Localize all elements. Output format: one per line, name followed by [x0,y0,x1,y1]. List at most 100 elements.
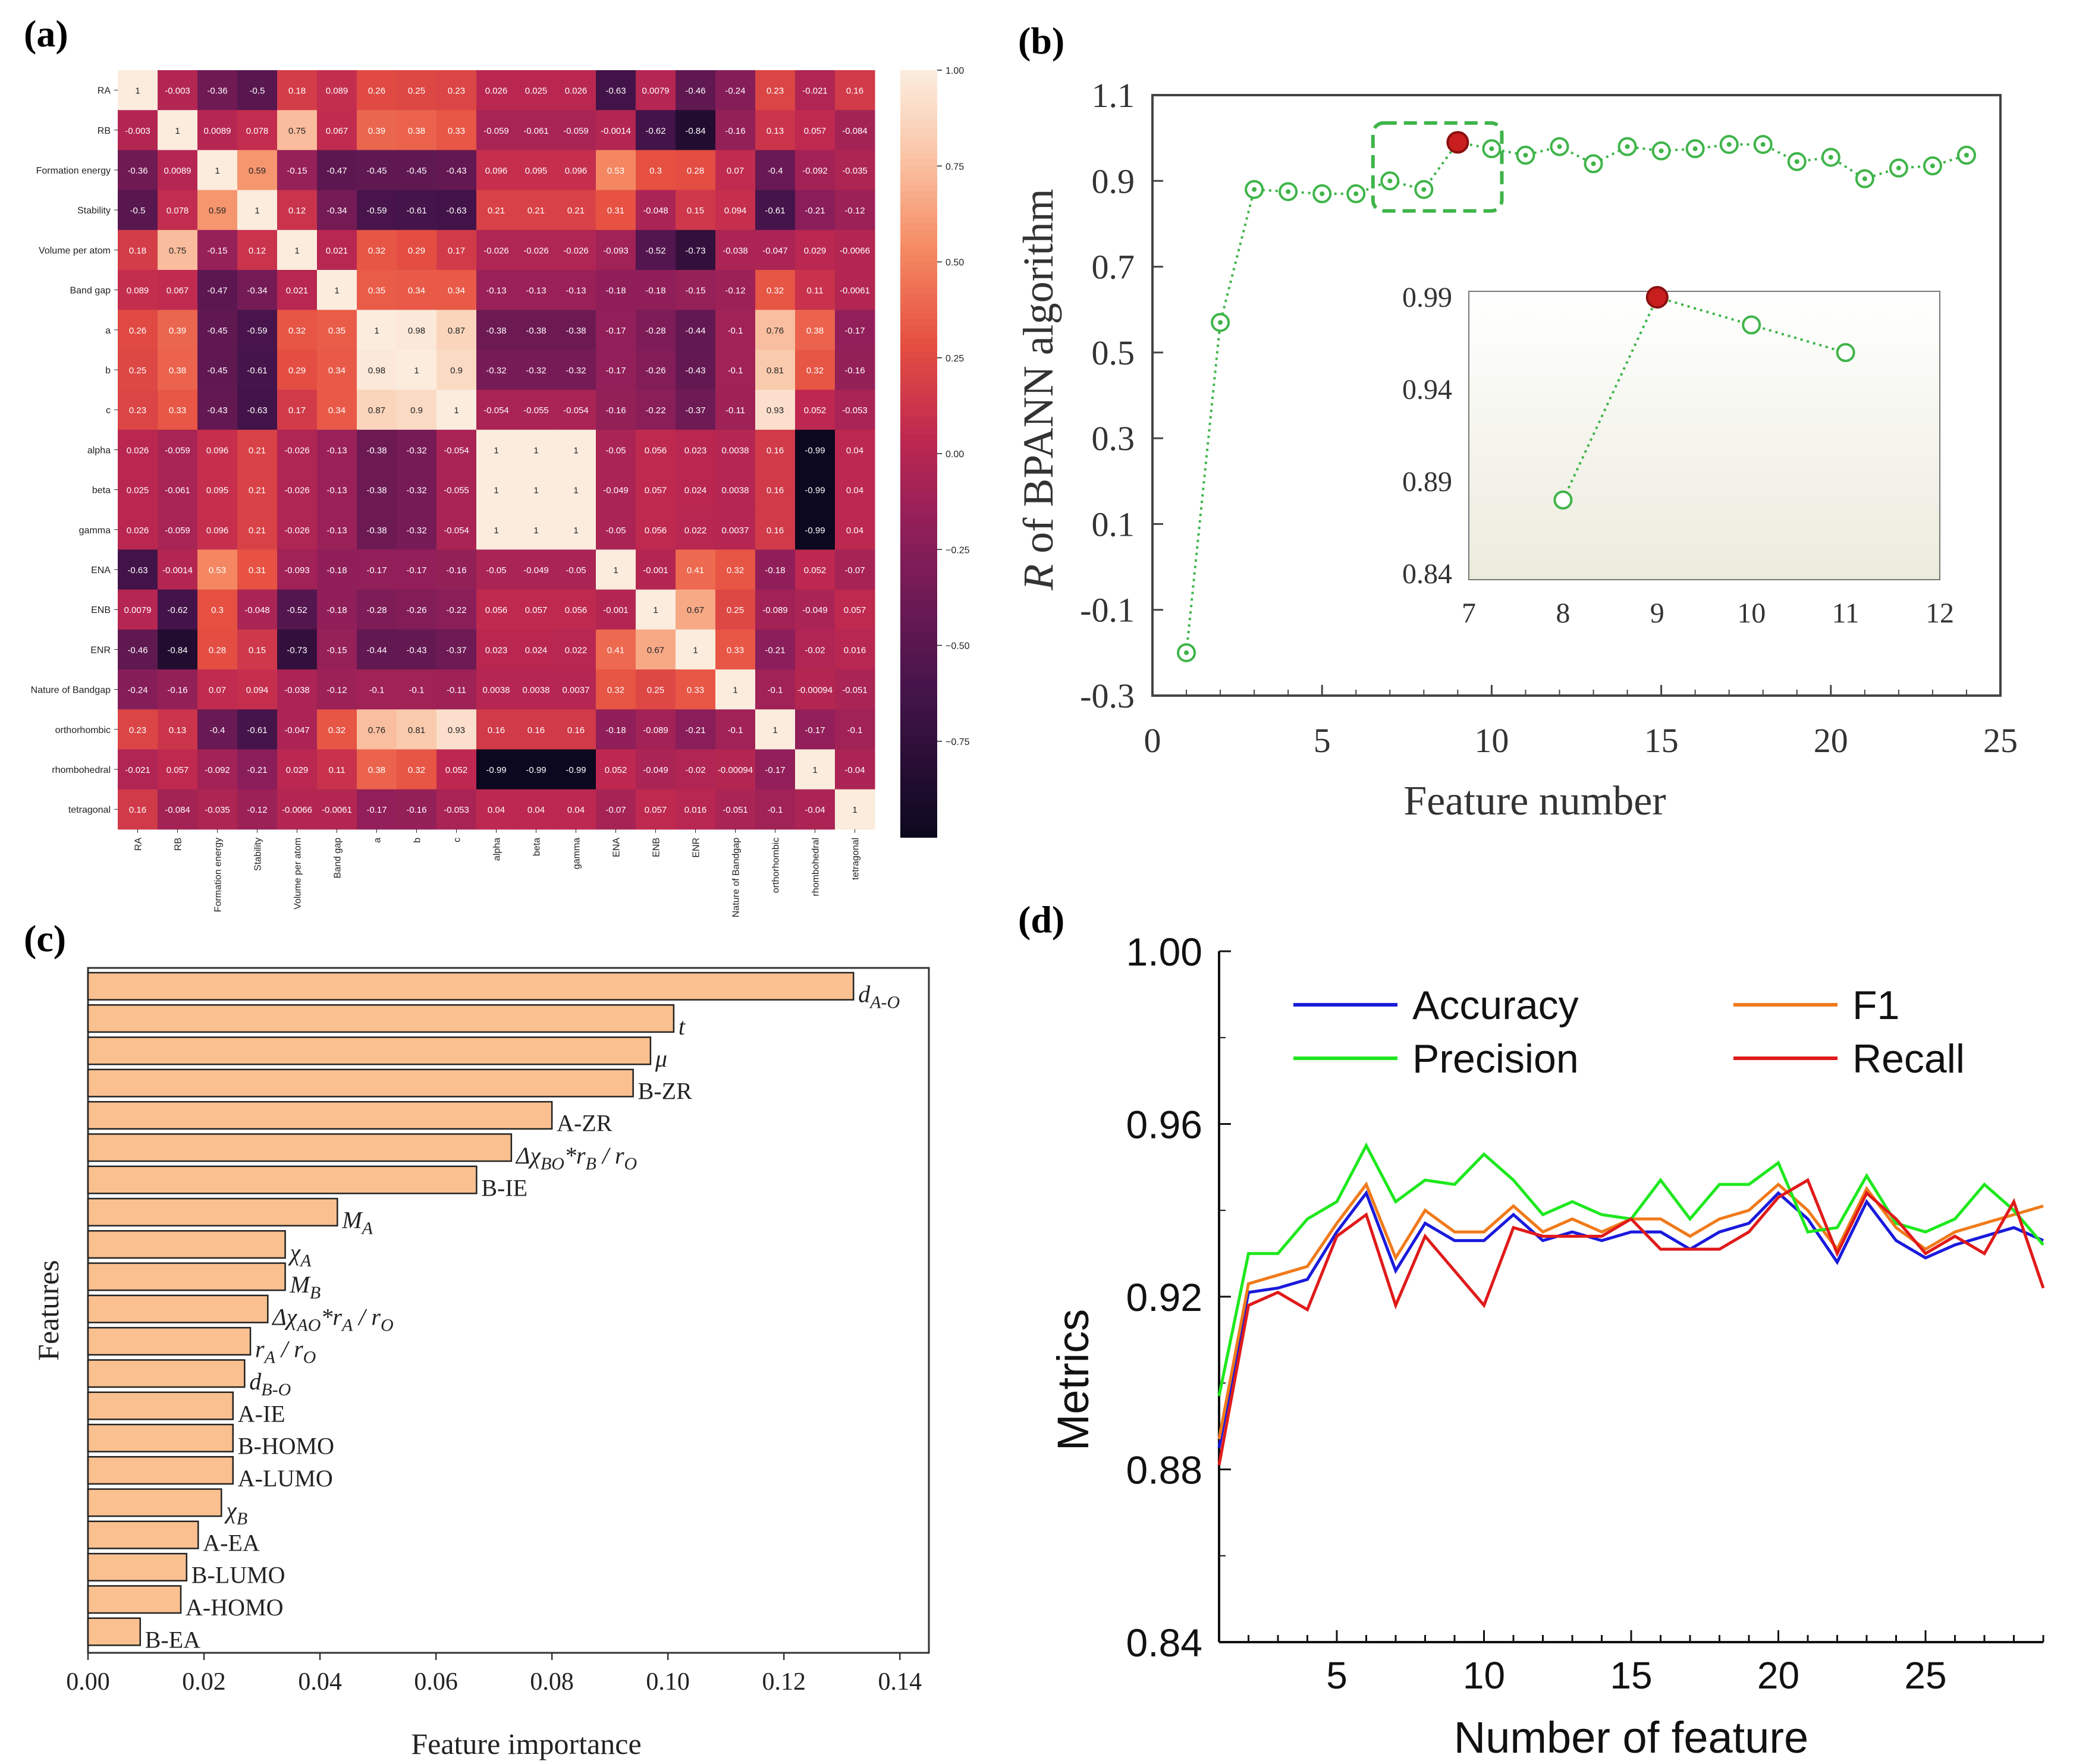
heatmap-cell-label: 0.25 [647,686,664,696]
bar-label: A-IE [238,1400,285,1427]
importance-bar [87,1133,513,1162]
heatmap-cell [516,350,557,391]
data-point-center [1387,178,1393,184]
heatmap-cell-label: 0.76 [767,326,784,336]
heatmap-cell [636,429,676,470]
heatmap-cell [397,749,437,790]
heatmap-cell [755,510,796,550]
bar-label: MA [341,1207,373,1238]
heatmap-cell [357,389,397,430]
heatmap-cell [556,629,596,670]
heatmap-cell-label: -0.21 [765,645,785,655]
heatmap-cell-label: 0.0089 [204,126,231,136]
heatmap-cell-label: -0.28 [366,605,387,615]
colorbar-segment [900,722,937,730]
importance-bar [87,1391,234,1420]
heatmap-cell [516,789,557,830]
heatmap-cell-label: -0.13 [486,286,506,296]
colorbar-segment [900,134,937,142]
heatmap-cell [197,70,238,111]
heatmap-cell [556,150,596,191]
heatmap-cell [556,229,596,271]
colorbar-segment [900,319,937,326]
heatmap-cell-label: 0.094 [246,686,269,696]
heatmap-cell [596,389,636,430]
heatmap-cell-label: -0.26 [406,605,426,615]
heatmap-cell [476,270,517,310]
series-line-accuracy [1217,1190,2044,1448]
colorbar-segment [900,249,937,256]
heatmap-cell [397,190,437,231]
heatmap-cell-label: 0.023 [684,445,707,455]
heatmap-cell-label: 0.67 [647,645,664,655]
heatmap-cell-label: -0.084 [165,805,190,815]
colorbar-segment [900,377,937,384]
heatmap-cell-label: -0.1 [768,686,783,696]
bar-label: A-ZR [557,1110,613,1137]
colorbar-segment [900,364,937,372]
heatmap-cell [636,589,676,630]
heatmap-cell-label: -0.1 [728,326,743,336]
heatmap-cell-label: -0.15 [685,286,705,296]
heatmap-cell-label: 0.089 [326,86,348,96]
heatmap-cell [835,789,875,830]
bar-label-part: A [263,1348,276,1367]
colorbar-segment [900,108,937,116]
colorbar-segment [900,191,937,199]
bar-label-part: / r [275,1336,303,1363]
heatmap-cell [317,589,357,630]
heatmap-cell [397,310,437,350]
bar-label-part: / r [353,1303,381,1330]
colorbar-segment [900,338,937,346]
colorbar-segment [900,505,937,512]
heatmap-cell [835,669,875,710]
heatmap-cell [596,510,636,550]
heatmap-cell [596,709,636,750]
heatmap-cell-label: -0.047 [284,725,310,735]
heatmap-cell-label: -0.61 [406,206,426,216]
colorbar-segment [900,127,937,135]
heatmap-cell-label: -0.43 [446,166,466,176]
heatmap-cell [636,229,676,271]
heatmap-cell-label: 1 [772,725,777,735]
heatmap-cell-label: 0.0089 [164,166,191,176]
bar-label: B-EA [145,1626,200,1653]
heatmap-cell-label: -0.32 [406,486,426,496]
heatmap-cell [317,789,357,830]
heatmap-cell [795,549,836,590]
importance-bar [87,1488,222,1517]
heatmap-cell [676,70,716,111]
heatmap-row-label: ENR [90,645,111,655]
heatmap-cell-label: 1 [294,246,299,256]
heatmap-cell-label: 0.35 [328,326,346,336]
heatmap-cell-label: 0.04 [527,805,545,815]
heatmap-col-label: Band gap [333,838,343,879]
heatmap-cell [158,270,198,310]
x-tick-label: 20 [1814,721,1848,760]
heatmap-cell-label: 0.34 [328,405,346,416]
heatmap-cell [715,110,756,150]
heatmap-row-label: RB [98,126,111,136]
heatmap-cell [835,429,875,470]
heatmap-cell-label: -0.44 [685,326,705,336]
heatmap-cell-label: -0.054 [563,405,589,416]
heatmap-cell [357,470,397,510]
heatmap-cell [556,429,596,470]
heatmap-cell-label: -0.18 [326,605,347,615]
heatmap-cell-label: -0.054 [444,445,469,455]
heatmap-cell-label: -0.049 [802,605,828,615]
heatmap-cell-label: 0.98 [408,326,425,336]
heatmap-cell-label: 0.75 [169,246,186,256]
heatmap-cell-label: 0.18 [129,246,146,256]
colorbar-segment [900,434,937,442]
heatmap-col-label: Formation energy [213,838,224,912]
heatmap-cell [476,749,517,790]
heatmap-cell-label: -0.18 [605,286,626,296]
heatmap-cell [556,350,596,391]
plot-frame [1151,94,2002,697]
heatmap-cell [317,310,357,350]
heatmap-cell [755,549,796,590]
colorbar-segment [900,779,937,787]
heatmap-cell-label: 0.39 [169,326,186,336]
heatmap-col-label: Nature of Bandgap [731,838,742,917]
